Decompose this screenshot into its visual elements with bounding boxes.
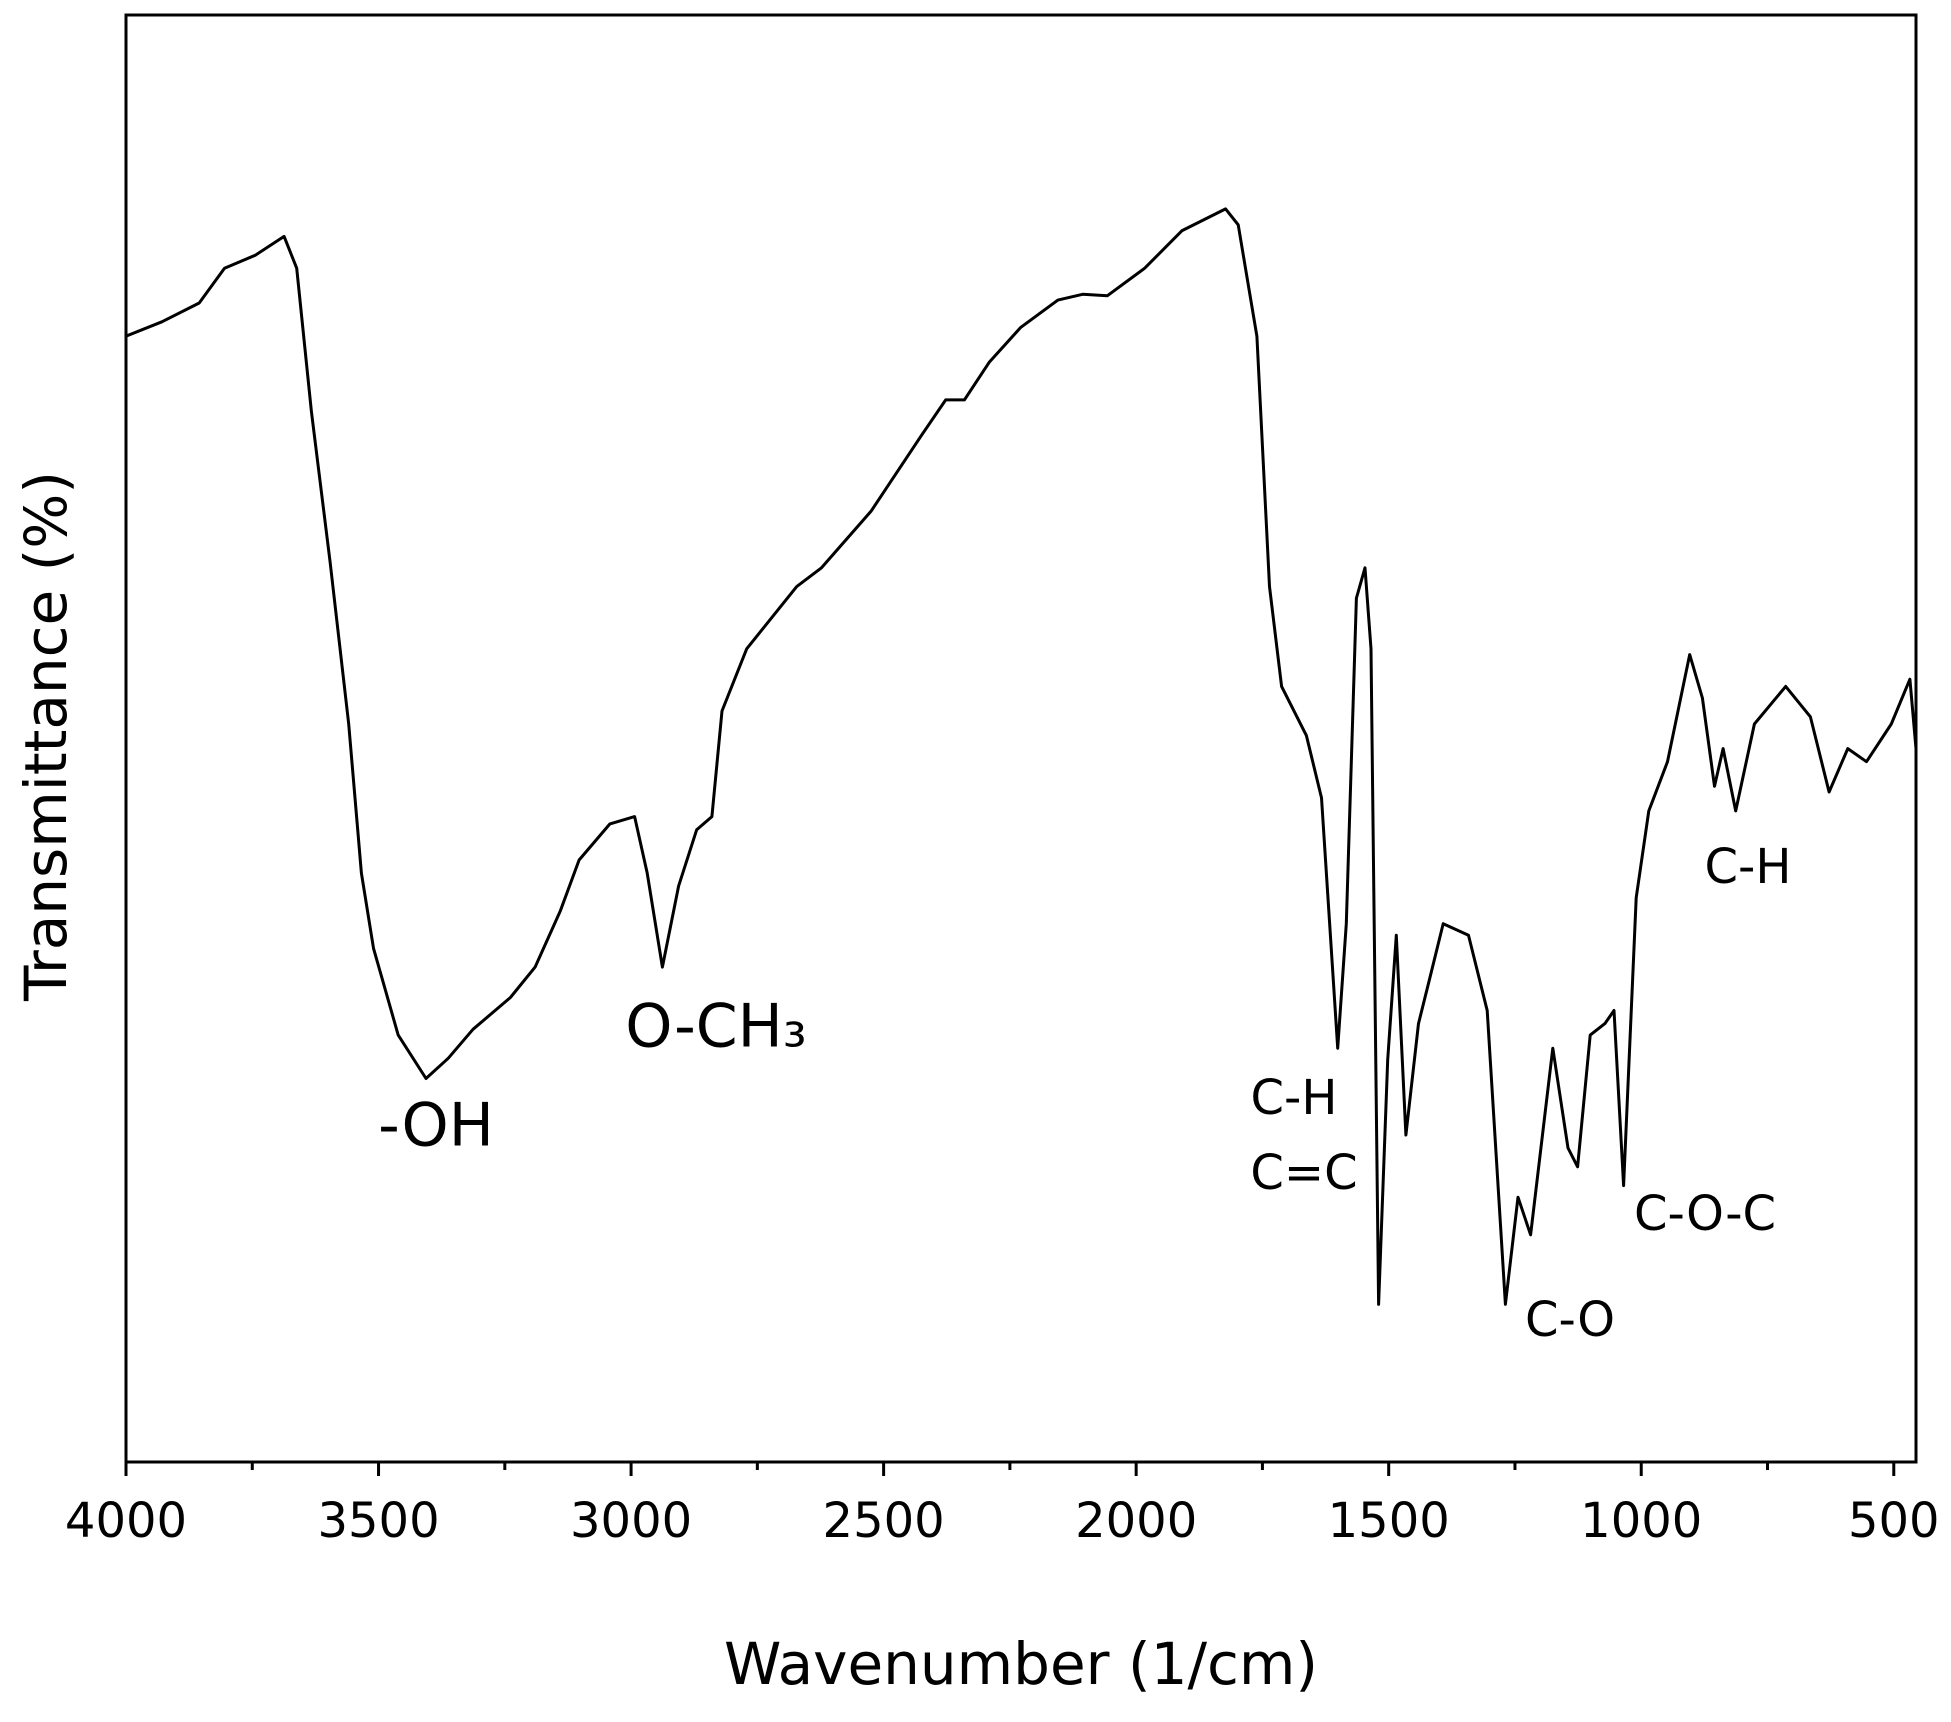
x-tick-label: 3500 <box>317 1493 439 1549</box>
x-axis-title: Wavenumber (1/cm) <box>724 1630 1318 1698</box>
annotation: C-O-C <box>1634 1186 1776 1242</box>
annotation: -OH <box>378 1091 494 1161</box>
annotation: O-CH₃ <box>625 992 807 1062</box>
y-axis-title: Transmittance (%) <box>12 471 80 1002</box>
x-tick-label: 2000 <box>1075 1493 1197 1549</box>
x-tick-label: 500 <box>1848 1493 1940 1549</box>
x-tick-label: 1000 <box>1580 1493 1702 1549</box>
annotation: C=C <box>1250 1145 1357 1201</box>
x-tick-label: 2500 <box>823 1493 945 1549</box>
x-tick-label: 1500 <box>1328 1493 1450 1549</box>
x-tick-label: 3000 <box>570 1493 692 1549</box>
spectrum-line <box>125 207 1918 1306</box>
x-tick-label: 4000 <box>65 1493 187 1549</box>
annotation: C-H <box>1251 1070 1338 1126</box>
annotation: C-H <box>1705 839 1792 895</box>
annotation: C-O <box>1525 1292 1615 1348</box>
plot-frame <box>124 13 1918 1464</box>
